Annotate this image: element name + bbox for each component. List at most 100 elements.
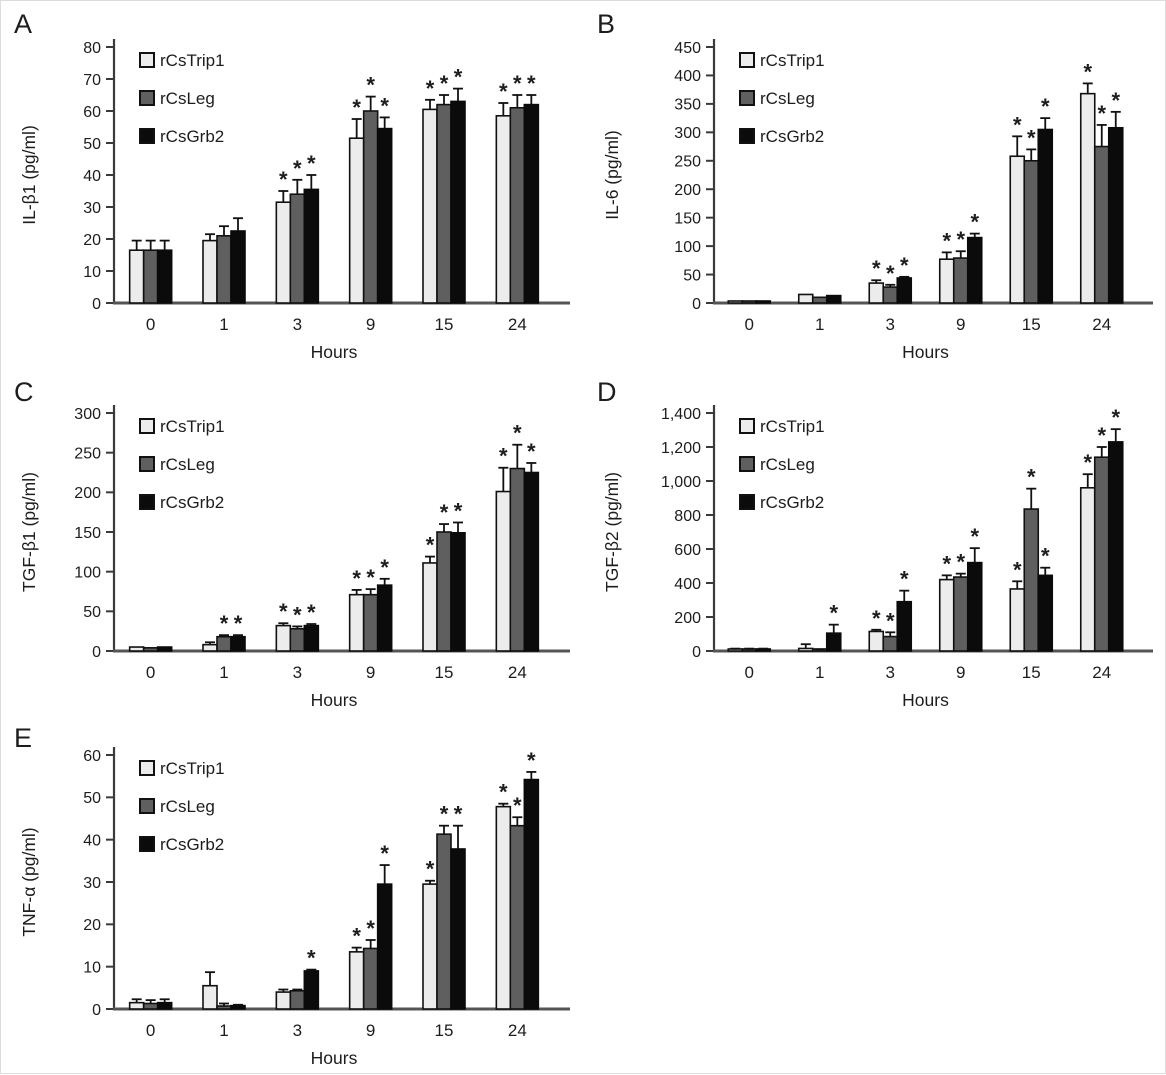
significance-asterisk: * <box>293 156 302 181</box>
legend-swatch <box>139 456 155 472</box>
significance-asterisk: * <box>366 916 375 941</box>
x-axis-title: Hours <box>902 342 949 362</box>
bar <box>362 593 379 652</box>
bar <box>376 127 393 304</box>
bar <box>376 584 393 652</box>
bar <box>202 984 218 1010</box>
bar <box>128 249 145 304</box>
y-tick-label: 300 <box>674 125 701 142</box>
bar <box>896 277 913 304</box>
bar <box>495 115 512 304</box>
y-tick-label: 150 <box>674 210 701 227</box>
panel-empty <box>584 715 1166 1075</box>
legend-swatch <box>139 494 155 510</box>
bar <box>952 257 969 304</box>
x-axis-title: Hours <box>902 690 949 710</box>
y-tick-label: 70 <box>83 72 101 89</box>
bar <box>216 1005 232 1010</box>
bar <box>495 490 512 652</box>
x-tick-label: 0 <box>146 663 155 682</box>
y-tick-label: 1,000 <box>661 474 701 491</box>
bar <box>1037 128 1054 304</box>
x-tick-label: 15 <box>435 663 454 682</box>
x-tick-label: 3 <box>886 315 895 334</box>
y-tick-label: 0 <box>92 1002 101 1019</box>
legend-label: rCsTrip1 <box>760 417 825 436</box>
bar <box>1107 441 1124 652</box>
y-axis-title: IL-β1 (pg/ml) <box>19 125 39 225</box>
significance-asterisk: * <box>900 567 909 592</box>
panel-letter-A: A <box>14 9 33 39</box>
x-tick-label: 9 <box>366 663 375 682</box>
significance-asterisk: * <box>499 780 508 805</box>
legend-label: rCsTrip1 <box>160 417 225 436</box>
bar <box>362 947 379 1010</box>
legend-swatch <box>739 128 755 144</box>
significance-asterisk: * <box>279 167 288 192</box>
y-axis-title: TGF-β1 (pg/ml) <box>19 472 39 592</box>
x-tick-label: 3 <box>886 663 895 682</box>
bar <box>1079 92 1096 304</box>
bar <box>289 627 306 652</box>
bar <box>1037 574 1054 652</box>
significance-asterisk: * <box>426 857 435 882</box>
x-tick-label: 1 <box>219 663 228 682</box>
y-tick-label: 0 <box>692 296 701 313</box>
legend-swatch <box>139 90 155 106</box>
significance-asterisk: * <box>1027 465 1036 490</box>
significance-asterisk: * <box>1013 112 1022 137</box>
significance-asterisk: * <box>886 261 895 286</box>
bar <box>216 635 232 652</box>
bar <box>230 1004 246 1010</box>
bar <box>275 624 292 652</box>
x-tick-label: 1 <box>219 1021 228 1040</box>
bar <box>797 647 814 652</box>
bar <box>495 805 512 1010</box>
bar <box>896 600 913 652</box>
bar <box>362 110 379 304</box>
bar <box>142 647 159 652</box>
x-tick-label: 15 <box>1022 663 1041 682</box>
bar <box>868 282 885 304</box>
significance-asterisk: * <box>872 256 881 281</box>
chart-E: 0 10 20 30 40 50 60 TNF-α (pg/ml) Hours 0 1 3 9 15 24 r… <box>19 747 570 1068</box>
panel-C: C 0 50 100 150 200 250 300 TGF-β1 (pg/ml) Hours 0… <box>1 369 584 715</box>
significance-asterisk: * <box>1097 101 1106 126</box>
bar <box>303 970 320 1010</box>
chart-A: 0 10 20 30 40 50 60 70 80 IL-β1 (pg/ml) Hours 0 1 3 9 1… <box>19 39 570 362</box>
y-tick-label: 250 <box>74 445 101 462</box>
y-tick-label: 0 <box>92 296 101 313</box>
legend-swatch <box>739 90 755 106</box>
bar <box>230 230 246 304</box>
panel-A: A 0 10 20 30 40 50 60 70 80 IL-β1 (pg/ml) Hours 0 1 3… <box>1 1 584 369</box>
legend-label: rCsGrb2 <box>160 835 224 854</box>
bar <box>422 562 438 652</box>
bar <box>1009 155 1026 304</box>
significance-asterisk: * <box>1111 405 1120 430</box>
panel-letter-E: E <box>14 723 33 753</box>
y-tick-label: 80 <box>83 40 101 57</box>
y-tick-label: 0 <box>92 644 101 661</box>
significance-asterisk: * <box>234 611 243 636</box>
significance-asterisk: * <box>886 608 895 633</box>
x-tick-label: 15 <box>435 315 454 334</box>
bar <box>303 624 320 652</box>
bar <box>216 235 232 304</box>
y-tick-label: 40 <box>83 168 101 185</box>
x-tick-label: 15 <box>1022 315 1041 334</box>
significance-asterisk: * <box>1013 557 1022 582</box>
bar <box>1093 145 1110 304</box>
bar <box>156 646 173 652</box>
legend-swatch <box>139 128 155 144</box>
x-tick-label: 0 <box>745 663 754 682</box>
significance-asterisk: * <box>279 599 288 624</box>
significance-asterisk: * <box>352 566 361 591</box>
panel-letter-B: B <box>597 9 616 39</box>
legend-swatch <box>739 52 755 68</box>
significance-asterisk: * <box>220 611 229 636</box>
y-tick-label: 20 <box>83 917 101 934</box>
y-tick-label: 50 <box>683 267 701 284</box>
panel-B: B 0 50 100 150 200 250 300 350 400 450 IL-6 (pg/ml… <box>584 1 1166 369</box>
chart-C: 0 50 100 150 200 250 300 TGF-β1 (pg/ml) Hours 0 1 3… <box>19 405 570 710</box>
x-tick-label: 1 <box>219 315 228 334</box>
